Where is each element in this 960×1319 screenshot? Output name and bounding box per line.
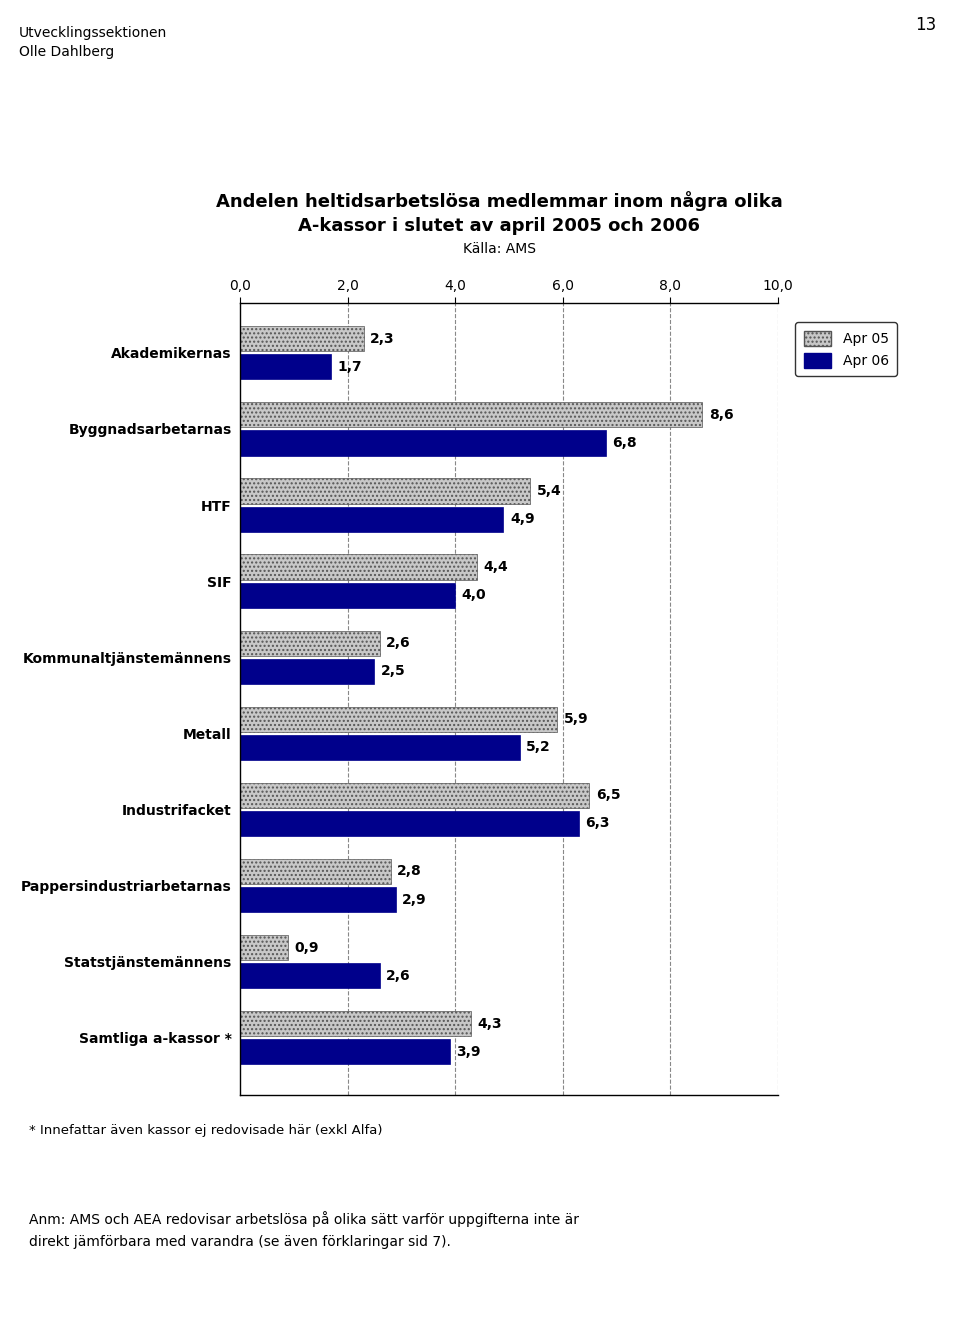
Text: 4,9: 4,9 <box>510 512 535 526</box>
Text: 2,8: 2,8 <box>397 864 421 878</box>
Bar <box>240 326 364 351</box>
Text: 4,4: 4,4 <box>483 561 508 574</box>
Bar <box>240 583 455 608</box>
Text: 8,6: 8,6 <box>708 408 733 422</box>
Text: 4,3: 4,3 <box>478 1017 502 1030</box>
Text: 2,6: 2,6 <box>386 636 411 650</box>
Text: Utvecklingssektionen: Utvecklingssektionen <box>19 26 167 41</box>
Text: Olle Dahlberg: Olle Dahlberg <box>19 45 114 59</box>
Bar <box>240 935 288 960</box>
Bar <box>240 782 589 807</box>
Text: A-kassor i slutet av april 2005 och 2006: A-kassor i slutet av april 2005 och 2006 <box>299 216 700 235</box>
Bar <box>240 658 374 683</box>
Text: 13: 13 <box>915 16 936 34</box>
Bar <box>240 554 476 579</box>
Bar <box>240 1039 449 1064</box>
Text: * Innefattar även kassor ej redovisade här (exkl Alfa): * Innefattar även kassor ej redovisade h… <box>29 1124 382 1137</box>
Text: Källa: AMS: Källa: AMS <box>463 241 536 256</box>
Legend: Apr 05, Apr 06: Apr 05, Apr 06 <box>795 322 897 376</box>
Text: 2,5: 2,5 <box>381 665 406 678</box>
Bar <box>240 1012 471 1037</box>
Text: 2,9: 2,9 <box>402 893 427 906</box>
Bar <box>240 707 557 732</box>
Bar <box>240 888 396 913</box>
Text: Anm: AMS och AEA redovisar arbetslösa på olika sätt varför uppgifterna inte är: Anm: AMS och AEA redovisar arbetslösa på… <box>29 1211 579 1227</box>
Text: 5,4: 5,4 <box>537 484 562 499</box>
Bar <box>240 735 519 760</box>
Text: 2,6: 2,6 <box>386 968 411 983</box>
Bar <box>240 963 380 988</box>
Bar <box>240 430 606 455</box>
Bar <box>240 479 530 504</box>
Text: Andelen heltidsarbetslösa medlemmar inom några olika: Andelen heltidsarbetslösa medlemmar inom… <box>216 191 782 211</box>
Bar <box>240 811 579 836</box>
Text: 3,9: 3,9 <box>456 1045 481 1059</box>
Text: 6,8: 6,8 <box>612 437 636 450</box>
Text: 2,3: 2,3 <box>371 332 395 346</box>
Text: 0,9: 0,9 <box>295 940 320 955</box>
Bar <box>240 506 503 532</box>
Text: direkt jämförbara med varandra (se även förklaringar sid 7).: direkt jämförbara med varandra (se även … <box>29 1235 450 1249</box>
Text: 5,2: 5,2 <box>526 740 551 754</box>
Text: 6,5: 6,5 <box>596 789 620 802</box>
Bar <box>240 355 331 380</box>
Text: 1,7: 1,7 <box>338 360 363 373</box>
Text: 4,0: 4,0 <box>462 588 486 603</box>
Text: 5,9: 5,9 <box>564 712 588 727</box>
Bar <box>240 402 703 427</box>
Bar <box>240 859 391 884</box>
Bar <box>240 630 380 656</box>
Text: 6,3: 6,3 <box>586 816 610 831</box>
